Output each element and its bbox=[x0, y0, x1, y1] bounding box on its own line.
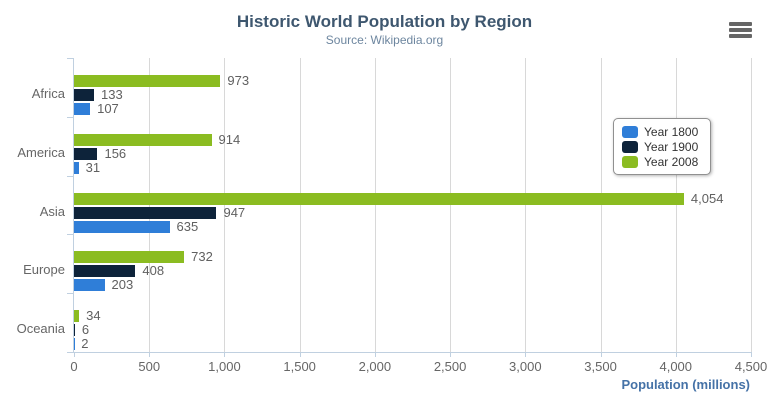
data-label-year-1800-america: 31 bbox=[85, 159, 101, 175]
x-axis-tick-label: 4,000 bbox=[659, 359, 693, 374]
category-label-oceania: Oceania bbox=[16, 321, 65, 337]
x-axis-tick bbox=[450, 352, 452, 357]
bar-year-2008-oceania[interactable] bbox=[74, 310, 80, 323]
chart-title: Historic World Population by Region bbox=[236, 12, 533, 31]
x-axis-tick bbox=[299, 352, 301, 357]
x-axis-tick bbox=[374, 352, 376, 357]
bar-year-2008-asia[interactable] bbox=[74, 192, 684, 205]
x-axis-tick bbox=[525, 352, 527, 357]
x-axis-tick bbox=[74, 352, 75, 357]
bar-year-1900-oceania[interactable] bbox=[74, 324, 75, 337]
legend-item-year-2008[interactable]: Year 2008 bbox=[622, 154, 698, 169]
bar-year-1800-america[interactable] bbox=[74, 161, 79, 174]
gridline bbox=[224, 58, 226, 352]
legend-item-year-1900[interactable]: Year 1900 bbox=[622, 139, 698, 154]
gridline bbox=[450, 58, 452, 352]
x-axis-tick bbox=[149, 352, 151, 357]
category-label-europe: Europe bbox=[23, 262, 65, 278]
x-axis-tick bbox=[675, 352, 677, 357]
x-axis-tick-label: 3,000 bbox=[509, 359, 542, 374]
data-label-year-1900-america: 156 bbox=[104, 145, 127, 161]
gridline bbox=[374, 58, 376, 352]
plot-area: 0 500 1,000 1,500 2,000 2,500 3,000 3,500 4,000 4… bbox=[17, 58, 767, 374]
x-axis-tick-label: 4,500 bbox=[734, 359, 768, 374]
data-label-year-1900-africa: 133 bbox=[101, 87, 123, 102]
data-label-year-1800-oceania: 2 bbox=[81, 336, 89, 352]
x-axis-tick bbox=[600, 352, 602, 357]
x-axis-tick-label: 2,500 bbox=[433, 359, 467, 374]
data-label-year-2008-america: 914 bbox=[218, 131, 241, 147]
bar-year-1900-america[interactable] bbox=[74, 147, 98, 160]
hamburger-bar bbox=[729, 34, 752, 38]
y-axis-tick bbox=[67, 175, 73, 177]
data-label-year-1900-europe: 408 bbox=[142, 263, 165, 279]
category-label-america: America bbox=[17, 144, 65, 160]
x-axis-tick bbox=[751, 352, 752, 357]
gridline bbox=[600, 58, 602, 352]
category-label-asia: Asia bbox=[39, 203, 65, 219]
legend-item-label: Year 2008 bbox=[644, 154, 699, 169]
x-axis-tick-label: 0 bbox=[70, 359, 78, 374]
y-axis-tick bbox=[67, 58, 73, 59]
y-axis-tick bbox=[67, 352, 73, 353]
chart-subtitle: Source: Wikipedia.org bbox=[325, 33, 444, 47]
x-axis-tick-label: 1,000 bbox=[208, 359, 241, 374]
bar-year-1800-asia[interactable] bbox=[74, 220, 170, 233]
data-label-year-1800-africa: 107 bbox=[97, 101, 119, 116]
x-axis-tick-label: 3,500 bbox=[584, 359, 617, 374]
y-axis-tick bbox=[67, 234, 73, 236]
y-axis-tick bbox=[67, 293, 73, 295]
data-label-year-1900-asia: 947 bbox=[223, 204, 246, 220]
category-label-africa: Africa bbox=[31, 86, 65, 101]
x-axis-tick bbox=[224, 352, 226, 357]
legend-swatch-icon bbox=[622, 125, 638, 138]
data-label-year-1800-asia: 635 bbox=[176, 218, 199, 234]
legend-item-label: Year 1800 bbox=[644, 124, 699, 139]
data-label-year-2008-asia: 4,054 bbox=[690, 190, 724, 206]
bar-year-1800-africa[interactable] bbox=[74, 103, 91, 115]
bar-year-1900-asia[interactable] bbox=[74, 206, 217, 219]
bar-year-2008-america[interactable] bbox=[74, 133, 212, 146]
bar-year-1800-europe[interactable] bbox=[74, 279, 105, 292]
legend-swatch-icon bbox=[622, 155, 638, 168]
gridline bbox=[751, 58, 752, 352]
bar-year-1900-europe[interactable] bbox=[74, 265, 136, 278]
gridline bbox=[149, 58, 151, 352]
x-axis-tick-label: 1,500 bbox=[283, 359, 316, 374]
data-label-year-2008-africa: 973 bbox=[227, 73, 250, 88]
hamburger-icon[interactable] bbox=[729, 22, 752, 38]
gridline bbox=[299, 58, 301, 352]
hamburger-bar bbox=[729, 28, 752, 32]
legend-swatch-icon bbox=[622, 140, 638, 153]
gridline bbox=[525, 58, 527, 352]
legend: Year 1800 Year 1900 Year 2008 bbox=[613, 118, 712, 175]
gridline bbox=[675, 58, 677, 352]
bar-year-1800-oceania[interactable] bbox=[74, 338, 75, 351]
x-axis-tick-label: 2,000 bbox=[358, 359, 392, 374]
x-axis-title: Population (millions) bbox=[621, 377, 750, 392]
bar-year-2008-africa[interactable] bbox=[74, 75, 221, 87]
data-label-year-2008-oceania: 34 bbox=[86, 308, 101, 324]
y-axis-tick bbox=[67, 116, 73, 118]
data-label-year-2008-europe: 732 bbox=[191, 249, 213, 265]
bar-year-1900-africa[interactable] bbox=[74, 89, 94, 101]
bar-year-2008-europe[interactable] bbox=[74, 251, 185, 264]
data-label-year-1800-europe: 203 bbox=[111, 277, 134, 293]
x-axis-tick-label: 500 bbox=[138, 359, 161, 374]
legend-item-year-1800[interactable]: Year 1800 bbox=[622, 124, 698, 139]
legend-item-label: Year 1900 bbox=[644, 139, 699, 154]
hamburger-bar bbox=[729, 22, 752, 26]
data-label-year-1900-oceania: 6 bbox=[81, 322, 90, 338]
